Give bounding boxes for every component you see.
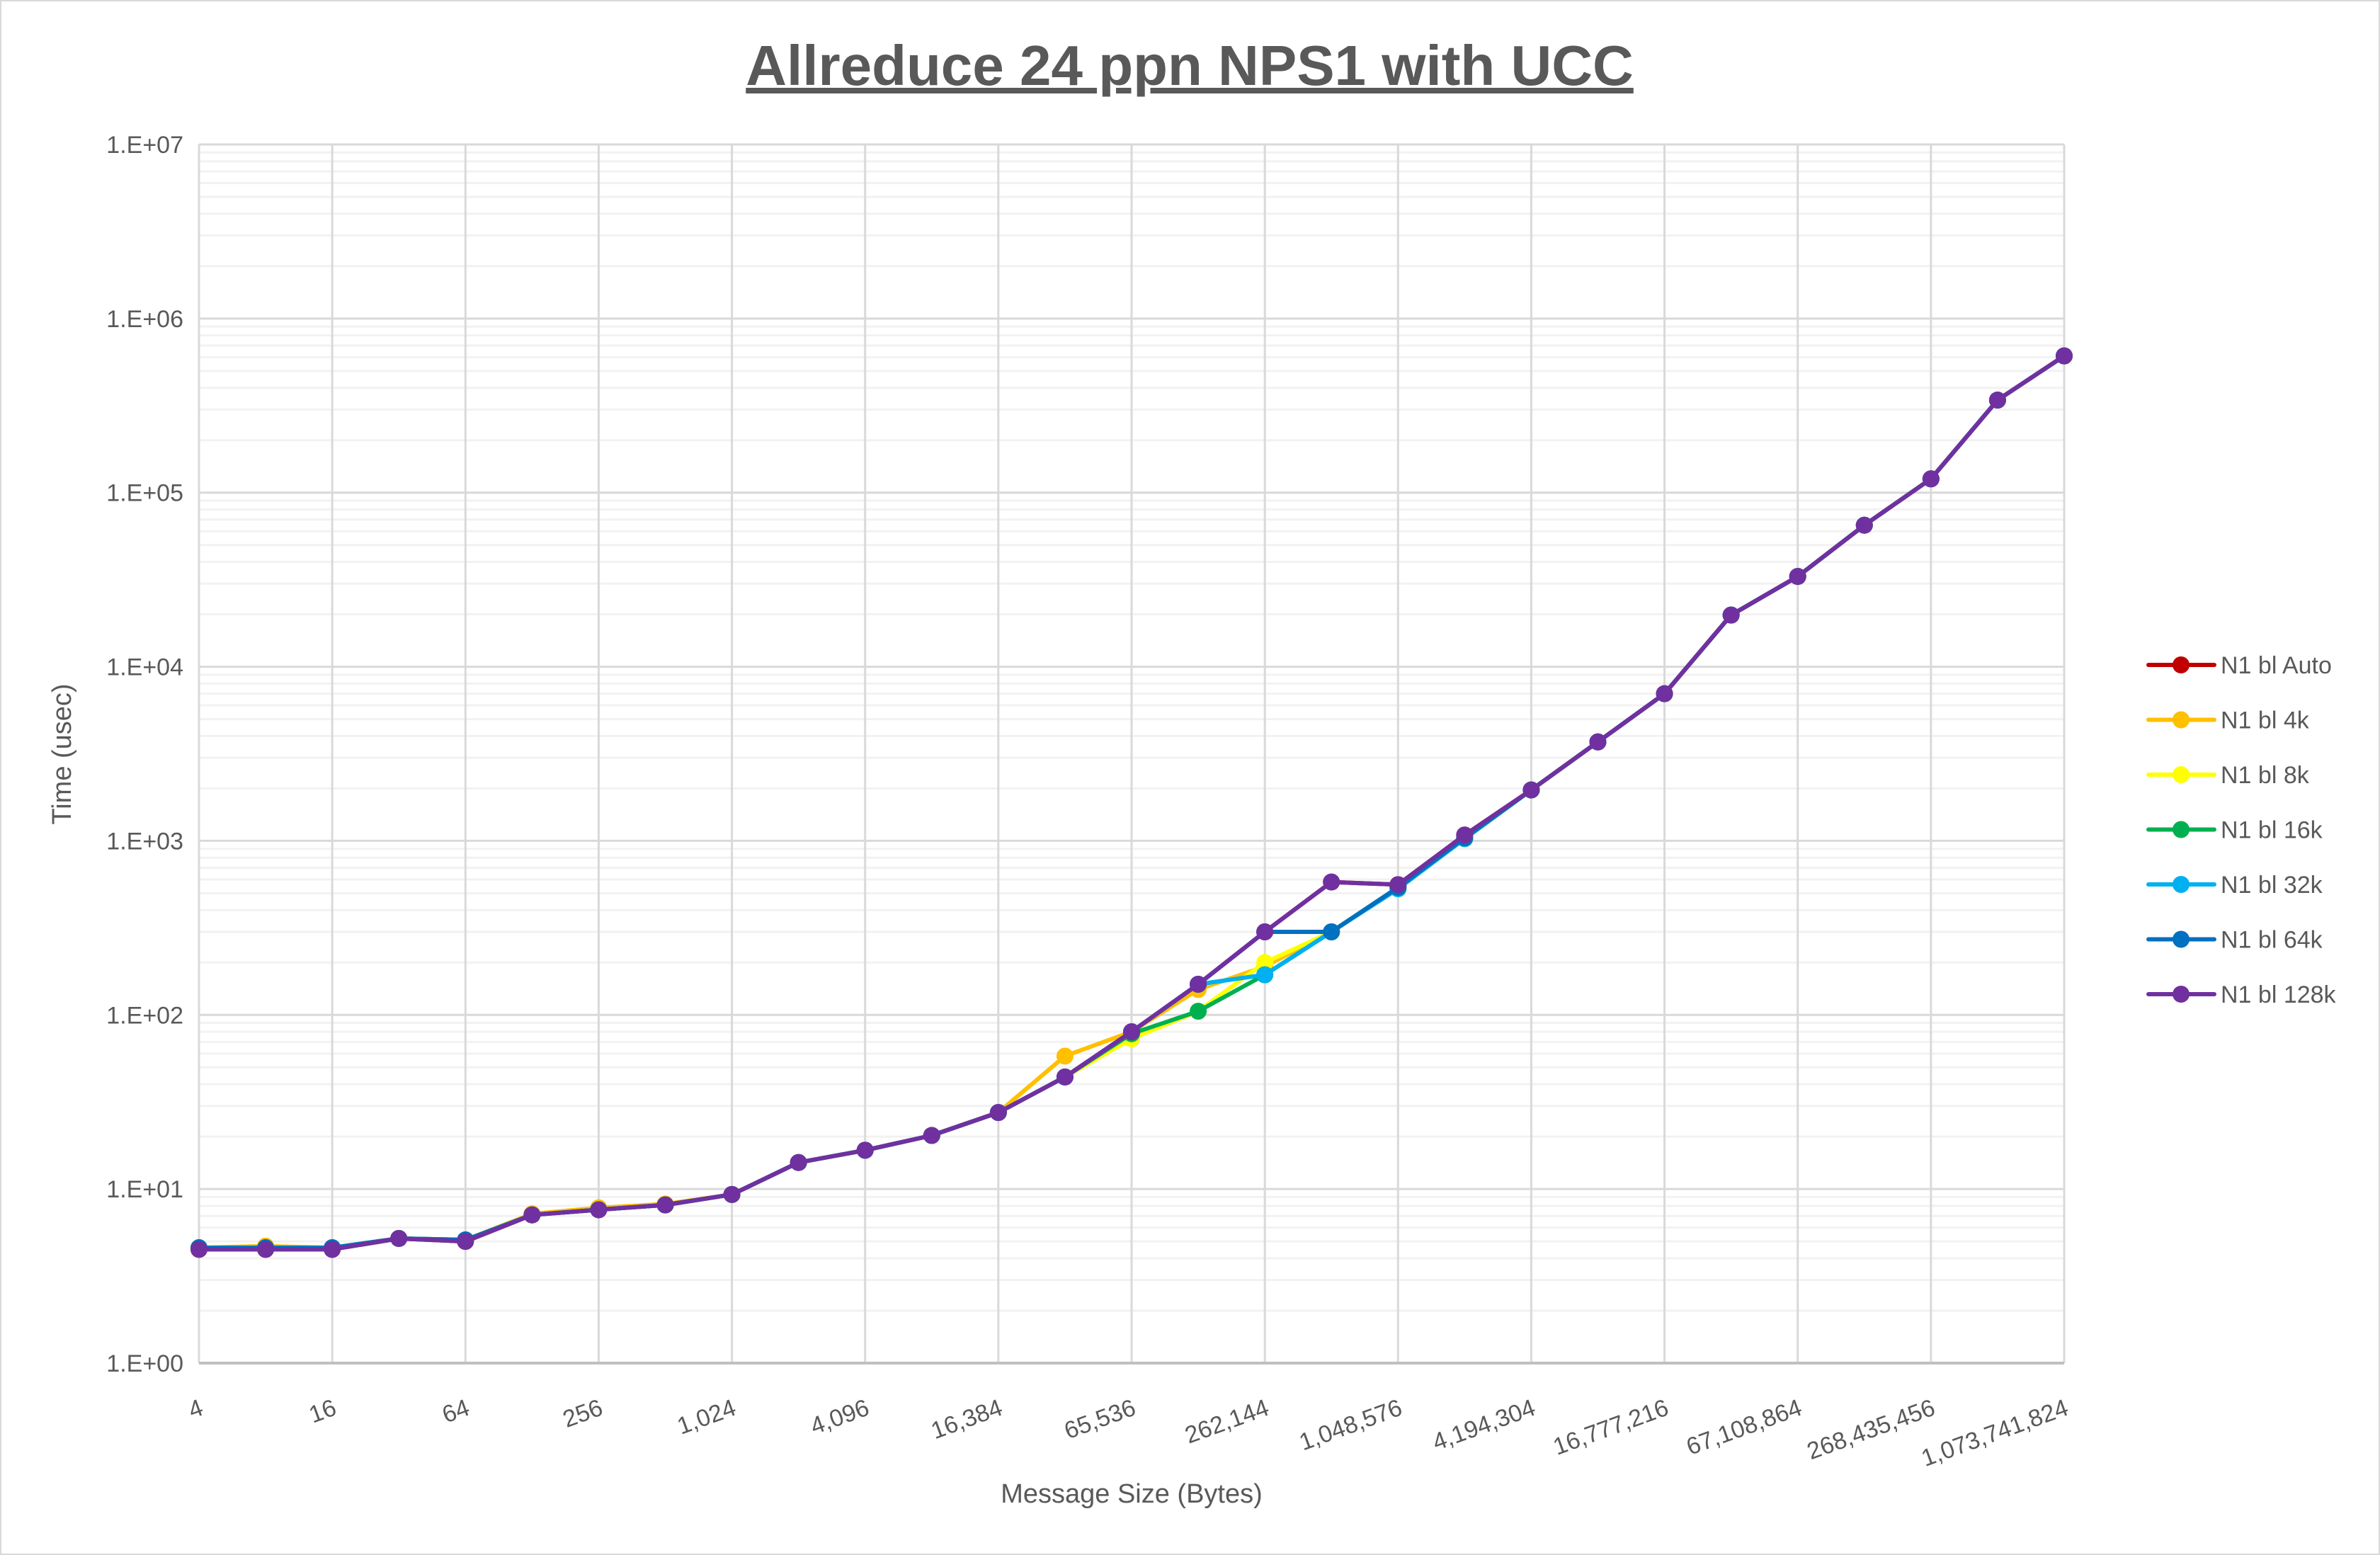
data-point (457, 1233, 474, 1251)
data-point (590, 1201, 608, 1219)
y-tick-label: 1.E+04 (106, 654, 183, 681)
data-point (1190, 1003, 1207, 1020)
data-point (1988, 392, 2006, 409)
legend-marker (2173, 821, 2190, 838)
data-point (190, 1241, 207, 1258)
data-point (1855, 516, 1873, 534)
data-point (523, 1206, 541, 1224)
legend-label: N1 bl 64k (2221, 927, 2323, 954)
legend-item: N1 bl Auto (2146, 652, 2332, 679)
legend-item: N1 bl 8k (2146, 762, 2310, 789)
y-tick-label: 1.E+07 (106, 132, 183, 159)
data-point (1056, 1047, 1074, 1065)
data-point (790, 1154, 807, 1171)
data-point (1323, 923, 1340, 940)
legend-marker (2173, 766, 2190, 783)
y-axis-ticks: 1.E+00 1.E+01 1.E+02 1.E+03 1.E+04 1.E+05 1.E+… (106, 132, 183, 1377)
y-tick-label: 1.E+01 (106, 1176, 183, 1203)
data-point (324, 1241, 341, 1258)
legend-item: N1 bl 32k (2146, 872, 2323, 899)
data-point (2056, 347, 2073, 365)
legend-item: N1 bl 64k (2146, 927, 2323, 954)
data-point (723, 1185, 741, 1203)
y-tick-label: 1.E+03 (106, 828, 183, 855)
legend: N1 bl Auto N1 bl 4k N1 bl 8k N1 bl 16k N1 bl… (2146, 652, 2337, 1008)
data-point (1589, 733, 1607, 751)
legend-item: N1 bl 128k (2146, 981, 2337, 1008)
data-point (390, 1229, 408, 1247)
chart-title: Allreduce 24 ppn NPS1 with UCC (746, 34, 1634, 97)
data-point (1123, 1023, 1140, 1041)
legend-item: N1 bl 16k (2146, 817, 2323, 844)
legend-marker (2173, 656, 2190, 673)
legend-item: N1 bl 4k (2146, 707, 2310, 734)
legend-marker (2173, 876, 2190, 893)
legend-label: N1 bl Auto (2221, 652, 2332, 679)
series-group (190, 347, 2073, 1258)
legend-label: N1 bl 32k (2221, 872, 2323, 899)
data-point (1256, 923, 1274, 940)
y-tick-label: 1.E+05 (106, 480, 183, 507)
data-point (1456, 826, 1474, 844)
data-point (989, 1104, 1007, 1122)
x-axis-title: Message Size (Bytes) (1001, 1479, 1263, 1509)
gridlines (198, 143, 2066, 1365)
data-point (1389, 876, 1407, 894)
y-tick-label: 1.E+06 (106, 306, 183, 333)
data-point (1256, 954, 1274, 972)
y-tick-label: 1.E+02 (106, 1002, 183, 1029)
data-point (1190, 975, 1207, 993)
data-point (1922, 470, 1940, 488)
data-point (1522, 781, 1540, 799)
y-tick-label: 1.E+00 (106, 1350, 183, 1377)
data-point (1056, 1068, 1074, 1086)
legend-label: N1 bl 4k (2221, 707, 2310, 734)
data-point (1656, 685, 1673, 702)
data-point (856, 1141, 874, 1159)
data-point (656, 1196, 674, 1214)
series-n1-bl-128k (190, 347, 2073, 1258)
legend-marker (2173, 930, 2190, 948)
data-point (1789, 568, 1806, 586)
data-point (257, 1241, 275, 1258)
data-point (1256, 966, 1274, 984)
data-point (1323, 873, 1340, 891)
data-point (923, 1127, 940, 1144)
legend-marker (2173, 711, 2190, 729)
legend-marker (2173, 986, 2190, 1003)
legend-label: N1 bl 16k (2221, 817, 2323, 844)
legend-label: N1 bl 128k (2221, 981, 2337, 1008)
data-point (1722, 606, 1740, 624)
y-axis-title: Time (usec) (47, 683, 77, 824)
legend-label: N1 bl 8k (2221, 762, 2310, 789)
